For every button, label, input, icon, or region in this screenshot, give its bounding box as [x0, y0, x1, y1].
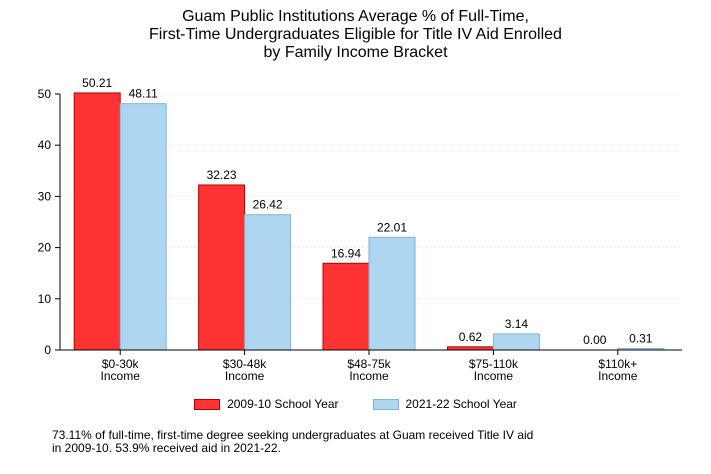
footnote: 73.11% of full-time, first-time degree s… — [52, 429, 612, 455]
bar — [119, 103, 167, 351]
x-tick-label: Income — [474, 369, 514, 383]
chart-title: Guam Public Institutions Average % of Fu… — [0, 8, 711, 62]
y-tick-label: 20 — [38, 241, 52, 255]
x-tick-label: Income — [349, 369, 389, 383]
data-label: 50.21 — [82, 76, 112, 90]
y-tick-label: 0 — [44, 343, 51, 357]
bar — [244, 214, 292, 351]
bar — [198, 184, 246, 351]
x-tick-label: $0-30k — [102, 357, 140, 371]
legend: 2009-10 School Year 2021-22 School Year — [0, 397, 711, 411]
data-label: 48.11 — [129, 87, 158, 101]
data-label: 22.01 — [377, 220, 407, 234]
y-tick-label: 40 — [38, 138, 52, 152]
data-label: 3.14 — [505, 317, 529, 331]
data-label: 0.31 — [629, 331, 653, 345]
y-tick-label: 50 — [38, 87, 52, 101]
chart-title-line-1: Guam Public Institutions Average % of Fu… — [182, 8, 529, 25]
bar — [492, 333, 540, 351]
y-tick-label: 10 — [38, 292, 52, 306]
legend-item-2021-22: 2021-22 School Year — [372, 397, 517, 411]
x-tick-label: Income — [598, 369, 638, 383]
data-label: 16.94 — [331, 246, 361, 260]
legend-swatch-2009-10 — [194, 398, 221, 410]
bar — [368, 236, 416, 351]
data-label: 0.62 — [459, 330, 483, 344]
legend-swatch-2021-22 — [372, 398, 399, 410]
chart-title-line-2: First-Time Undergraduates Eligible for T… — [149, 26, 562, 43]
y-tick-label: 30 — [38, 189, 52, 203]
x-tick-label: $110k+ — [598, 357, 637, 371]
x-tick-label: $75-110k — [469, 357, 519, 371]
data-label: 0.00 — [583, 333, 607, 347]
legend-item-2009-10: 2009-10 School Year — [194, 397, 339, 411]
x-tick-label: Income — [225, 369, 265, 383]
chart-title-line-3: by Family Income Bracket — [263, 44, 448, 61]
legend-label-2021-22: 2021-22 School Year — [405, 397, 517, 411]
x-tick-label: $30-48k — [223, 357, 267, 371]
bar — [322, 262, 370, 351]
bar — [73, 92, 121, 351]
footnote-line-1: 73.11% of full-time, first-time degree s… — [52, 428, 534, 442]
x-tick-label: $48-75k — [347, 357, 391, 371]
footnote-line-2: in 2009-10. 53.9% received aid in 2021-2… — [52, 441, 281, 455]
x-tick-label: Income — [101, 369, 141, 383]
legend-label-2009-10: 2009-10 School Year — [227, 397, 339, 411]
data-label: 32.23 — [207, 168, 237, 182]
data-label: 26.42 — [253, 198, 283, 212]
